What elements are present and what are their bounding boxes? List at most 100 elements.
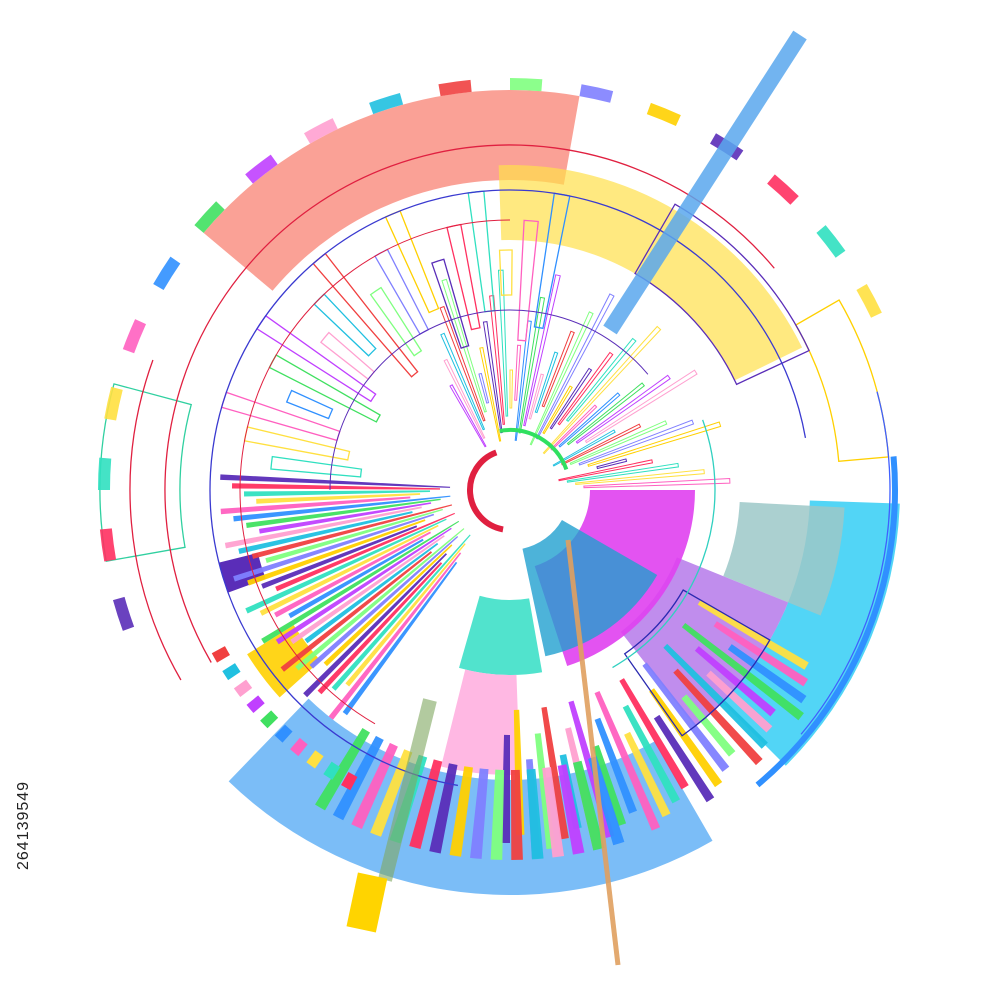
arc-outline xyxy=(561,423,642,466)
stock-id: 264139549 xyxy=(15,781,32,870)
arc-block xyxy=(409,759,443,850)
arc-block xyxy=(510,78,543,92)
arc-block xyxy=(370,749,413,837)
arc-block xyxy=(274,724,293,743)
arc-outline xyxy=(523,274,561,427)
arc-block xyxy=(449,766,473,857)
arc-outline xyxy=(596,458,628,470)
arc-block xyxy=(594,717,638,814)
arc-block xyxy=(98,457,112,490)
arc-block xyxy=(323,544,453,667)
diagonal-bar xyxy=(378,698,437,882)
arc-block xyxy=(233,495,451,522)
arc-block xyxy=(274,531,431,618)
arc-outline xyxy=(550,404,598,451)
accent-block xyxy=(346,872,388,933)
arc-block xyxy=(259,524,439,616)
arc-outline xyxy=(542,325,662,455)
arc-outline xyxy=(534,351,559,414)
arc-block xyxy=(290,737,308,757)
arc-block xyxy=(232,483,441,490)
arc-outline xyxy=(566,462,679,483)
ring-arc xyxy=(164,144,775,663)
arc-block xyxy=(619,678,689,790)
arc-block xyxy=(246,498,441,528)
arc-block xyxy=(369,92,404,115)
ring-arc xyxy=(209,189,807,787)
arc-outline xyxy=(443,358,486,439)
arc-block xyxy=(646,102,681,127)
arc-block xyxy=(579,84,614,103)
arc-block xyxy=(260,710,279,729)
radial-artwork xyxy=(98,78,900,895)
arc-block xyxy=(767,174,799,205)
arc-outline xyxy=(575,374,671,444)
arc-outline xyxy=(542,385,573,435)
arc-outline xyxy=(514,320,532,441)
arc-block xyxy=(246,695,265,714)
arc-outline xyxy=(99,383,193,562)
diagonal-line xyxy=(565,539,621,966)
arc-block xyxy=(247,625,321,698)
arc-outline xyxy=(634,203,810,386)
arc-block xyxy=(331,534,471,691)
arc-outline xyxy=(575,469,705,486)
arc-block xyxy=(261,520,460,644)
ring-arc xyxy=(612,419,716,669)
arc-block xyxy=(211,646,230,663)
arc-block xyxy=(490,769,505,860)
arc-block xyxy=(224,506,422,549)
arc-block xyxy=(653,714,715,803)
arc-outline xyxy=(623,589,771,737)
arc-block xyxy=(309,536,459,669)
arc-outline xyxy=(441,278,487,413)
arc-block xyxy=(510,769,523,860)
arc-block xyxy=(288,538,424,619)
arc-block xyxy=(315,727,370,811)
arc-block xyxy=(251,504,453,559)
arc-block xyxy=(594,690,661,831)
arc-block xyxy=(203,89,580,291)
arc-block xyxy=(501,734,510,843)
arc-block xyxy=(258,502,432,534)
arc-outline xyxy=(285,389,334,420)
arc-block xyxy=(245,154,278,184)
arc-outline xyxy=(528,373,545,420)
arc-outline xyxy=(552,429,616,467)
arc-outline xyxy=(514,344,522,401)
arc-block xyxy=(642,662,730,772)
arc-outline xyxy=(478,372,490,404)
arc-block xyxy=(649,688,723,788)
arc-block xyxy=(247,519,426,586)
arc-block xyxy=(697,600,809,670)
arc-outline xyxy=(565,337,637,422)
arc-block xyxy=(572,760,605,851)
arc-outline xyxy=(479,346,502,442)
arc-block xyxy=(295,528,465,671)
arc-block xyxy=(323,761,341,780)
diagonal-bar xyxy=(603,30,807,335)
arc-block xyxy=(256,493,421,504)
arc-outline xyxy=(794,299,890,462)
arc-block xyxy=(681,694,736,757)
arc-block xyxy=(856,284,882,318)
arc-block xyxy=(233,513,435,582)
arc-block xyxy=(694,646,776,717)
arc-block xyxy=(233,679,253,697)
arc-block xyxy=(317,562,443,695)
arc-block xyxy=(459,595,543,675)
arc-block xyxy=(104,386,123,421)
arc-block xyxy=(275,527,452,645)
arc-outline xyxy=(431,258,470,349)
arc-block xyxy=(622,704,681,804)
ring-arc xyxy=(129,359,182,681)
arc-block xyxy=(816,225,846,258)
arc-block xyxy=(557,764,585,855)
arc-outline xyxy=(482,321,503,434)
arc-block xyxy=(345,543,466,687)
arc-outline xyxy=(558,392,621,448)
arc-block xyxy=(723,502,845,616)
arc-block xyxy=(541,706,569,840)
arc-block xyxy=(441,669,520,776)
arc-outline xyxy=(509,369,514,409)
